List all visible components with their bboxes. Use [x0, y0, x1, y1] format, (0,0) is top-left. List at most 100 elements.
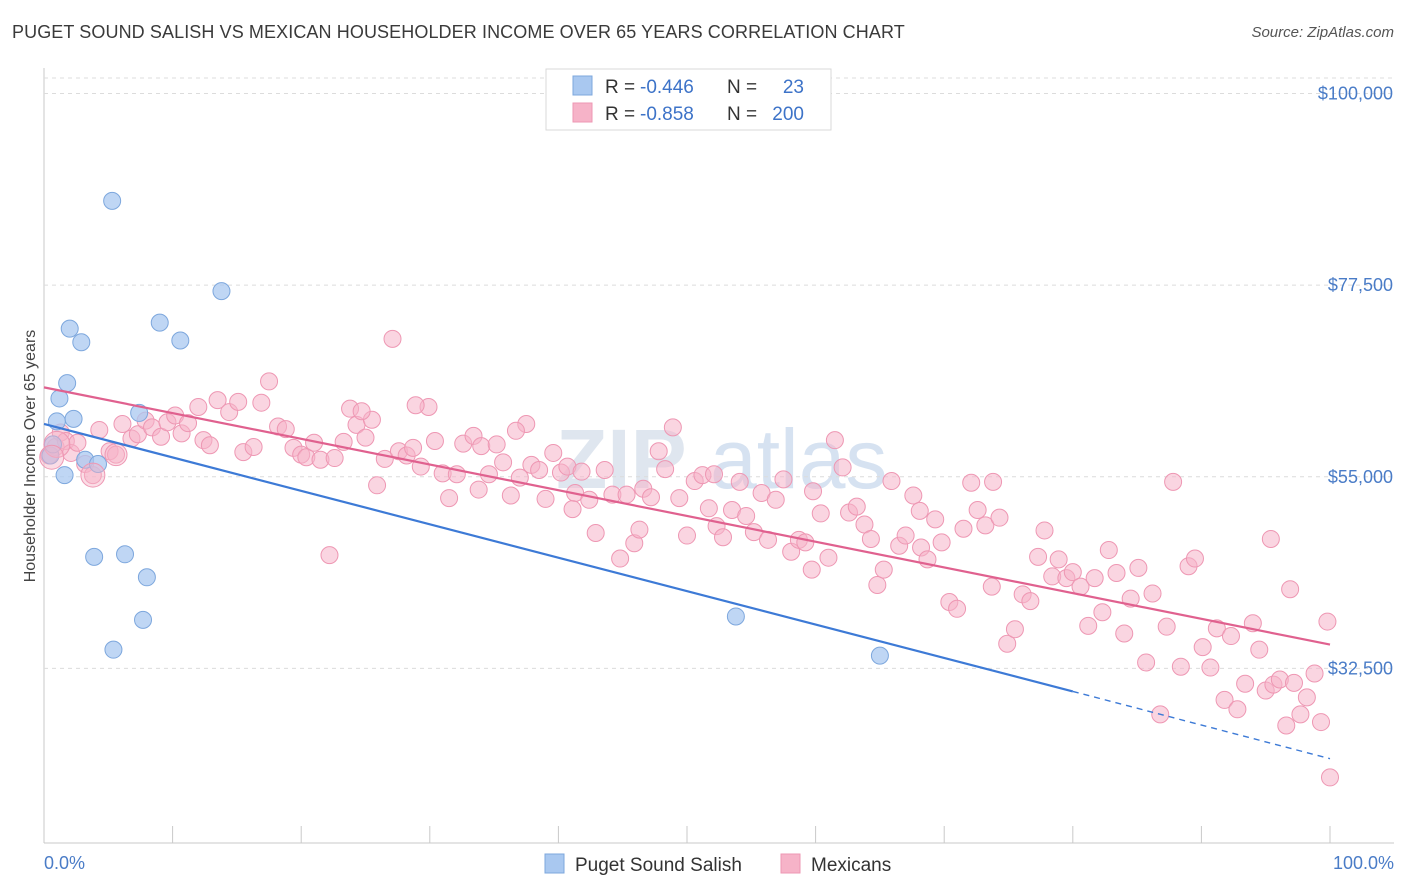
point-salish [134, 610, 153, 629]
point-salish [870, 646, 889, 665]
point-mexicans [630, 520, 649, 539]
point-mexicans [678, 526, 696, 545]
point-salish [116, 545, 135, 564]
point-mexicans [833, 458, 852, 477]
point-mexicans [714, 528, 733, 547]
point-mexicans [730, 472, 749, 491]
point-mexicans [406, 396, 425, 415]
point-salish [85, 547, 104, 566]
point-mexicans [804, 482, 823, 501]
point-mexicans [1236, 674, 1255, 693]
point-mexicans [43, 430, 71, 458]
point-mexicans [487, 435, 506, 454]
point-mexicans [352, 402, 371, 421]
trend-line-salish [43, 422, 1074, 693]
point-mexicans [962, 473, 981, 492]
point-mexicans [68, 433, 87, 452]
x-tick-label-min: 0.0% [44, 853, 85, 873]
y-axis-title: Householder Income Over 65 years [22, 330, 39, 583]
x-tick-label-max: 100.0% [1333, 853, 1394, 873]
point-mexicans [954, 519, 973, 538]
point-mexicans [572, 462, 591, 481]
trend-layer [43, 386, 1331, 760]
point-mexicans [1201, 658, 1220, 677]
point-mexicans [774, 470, 793, 489]
point-mexicans [811, 504, 830, 523]
legend-n-value-salish: 23 [783, 77, 804, 98]
point-mexicans [1281, 580, 1300, 599]
y-tick-label: $55,000 [1328, 467, 1393, 487]
point-mexicans [252, 393, 271, 412]
point-mexicans [39, 444, 65, 470]
legend-n-value-mexicans: 200 [772, 104, 804, 125]
point-mexicans [1185, 549, 1204, 568]
point-mexicans [368, 476, 387, 495]
point-mexicans [1207, 619, 1226, 638]
point-mexicans [1291, 705, 1310, 724]
point-mexicans [1099, 541, 1118, 560]
point-mexicans [501, 486, 520, 505]
point-mexicans [229, 392, 248, 411]
point-mexicans [1297, 688, 1316, 707]
legend-n-label-mexicans: N = [727, 104, 757, 125]
point-mexicans [1261, 529, 1280, 548]
point-mexicans [425, 432, 444, 451]
legend-r-value-salish: -0.446 [640, 77, 694, 98]
point-mexicans [469, 480, 488, 499]
point-mexicans [260, 372, 279, 391]
y-tick-label: $77,500 [1328, 275, 1393, 295]
point-mexicans [586, 524, 605, 542]
legend-swatch-salish [572, 75, 593, 96]
point-mexicans [926, 510, 945, 529]
point-mexicans [530, 460, 549, 479]
source-label: Source: ZipAtlas.com [1251, 24, 1394, 41]
point-salish [64, 409, 83, 428]
point-mexicans [1157, 617, 1176, 636]
point-mexicans [1029, 547, 1048, 566]
point-mexicans [825, 431, 844, 450]
point-mexicans [1284, 673, 1303, 692]
point-mexicans [276, 420, 295, 439]
point-mexicans [990, 508, 1009, 527]
point-salish [55, 466, 74, 485]
point-mexicans [663, 418, 682, 437]
point-mexicans [179, 414, 198, 433]
point-mexicans [1228, 700, 1247, 719]
point-mexicans [910, 501, 929, 520]
bottom-legend-swatch-salish [544, 853, 565, 874]
point-mexicans [1171, 657, 1190, 676]
point-mexicans [325, 449, 344, 468]
point-salish [171, 331, 190, 350]
point-mexicans [868, 575, 887, 594]
point-mexicans [1193, 638, 1212, 657]
legend-r-label-mexicans: R = [605, 104, 635, 125]
grid-layer [44, 77, 1394, 669]
point-mexicans [440, 489, 459, 508]
point-salish [103, 191, 122, 210]
point-mexicans [1164, 472, 1183, 491]
point-mexicans [244, 437, 263, 456]
point-salish [137, 568, 156, 587]
point-mexicans [472, 437, 491, 456]
chart-title: PUGET SOUND SALISH VS MEXICAN HOUSEHOLDE… [12, 22, 905, 42]
point-mexicans [208, 391, 227, 410]
point-mexicans [699, 499, 718, 518]
point-mexicans [1005, 620, 1024, 639]
point-mexicans [404, 438, 423, 457]
x-tick-layer [172, 826, 1331, 843]
point-mexicans [1079, 616, 1098, 635]
point-mexicans [1129, 558, 1148, 577]
point-salish [60, 319, 79, 338]
legend-n-label-salish: N = [727, 77, 757, 98]
point-mexicans [544, 443, 563, 462]
point-mexicans [948, 599, 967, 618]
points-layer [39, 191, 1339, 787]
point-mexicans [611, 549, 630, 568]
point-mexicans [896, 526, 915, 545]
point-mexicans [737, 506, 756, 525]
point-mexicans [1277, 716, 1296, 735]
point-mexicans [1143, 584, 1162, 603]
y-tick-label: $100,000 [1318, 84, 1393, 104]
y-tick-label-layer: $100,000 $77,500 $55,000 $32,500 [1318, 84, 1393, 679]
